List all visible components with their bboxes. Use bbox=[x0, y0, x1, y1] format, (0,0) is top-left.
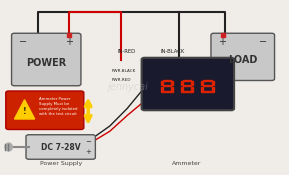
Bar bbox=[201, 87, 203, 92]
Text: IN-BLACK: IN-BLACK bbox=[160, 49, 185, 54]
Text: IN-RED: IN-RED bbox=[117, 49, 135, 54]
FancyBboxPatch shape bbox=[12, 33, 81, 86]
Bar bbox=[181, 87, 183, 92]
Text: −: − bbox=[85, 139, 91, 145]
Text: PWR-BLACK: PWR-BLACK bbox=[111, 69, 136, 73]
Text: Ammeter Power
Supply Must be
completely isolated
with the test circuit: Ammeter Power Supply Must be completely … bbox=[39, 97, 77, 116]
Text: POWER: POWER bbox=[26, 58, 66, 68]
Text: !: ! bbox=[23, 107, 26, 117]
Text: +: + bbox=[65, 37, 73, 47]
Bar bbox=[203, 91, 212, 92]
Text: DC 7-28V: DC 7-28V bbox=[41, 142, 81, 152]
Bar bbox=[171, 87, 173, 92]
Ellipse shape bbox=[5, 143, 12, 151]
Bar bbox=[163, 91, 171, 92]
Text: Ammeter: Ammeter bbox=[172, 161, 201, 166]
Text: +: + bbox=[85, 149, 91, 155]
FancyBboxPatch shape bbox=[6, 91, 84, 130]
Bar bbox=[163, 85, 171, 86]
Text: LOAD: LOAD bbox=[228, 55, 257, 65]
Bar bbox=[192, 81, 193, 85]
Text: PWR-RED: PWR-RED bbox=[111, 78, 131, 82]
Bar bbox=[212, 87, 214, 92]
Text: Power Supply: Power Supply bbox=[40, 161, 82, 166]
Bar bbox=[171, 81, 173, 85]
Text: jennycai: jennycai bbox=[107, 82, 148, 93]
Bar bbox=[203, 85, 212, 86]
FancyBboxPatch shape bbox=[142, 58, 234, 110]
FancyBboxPatch shape bbox=[26, 135, 95, 159]
Bar bbox=[161, 87, 163, 92]
Bar bbox=[181, 81, 183, 85]
Bar bbox=[161, 81, 163, 85]
Bar bbox=[192, 87, 193, 92]
Bar bbox=[212, 81, 214, 85]
Bar bbox=[201, 81, 203, 85]
Bar bbox=[203, 79, 212, 81]
Text: −: − bbox=[259, 37, 267, 47]
Bar bbox=[183, 85, 192, 86]
Bar bbox=[163, 79, 171, 81]
Text: +: + bbox=[218, 37, 227, 47]
Bar bbox=[183, 91, 192, 92]
Polygon shape bbox=[14, 100, 35, 119]
FancyBboxPatch shape bbox=[211, 33, 275, 80]
Bar bbox=[183, 79, 192, 81]
Text: −: − bbox=[19, 37, 27, 47]
